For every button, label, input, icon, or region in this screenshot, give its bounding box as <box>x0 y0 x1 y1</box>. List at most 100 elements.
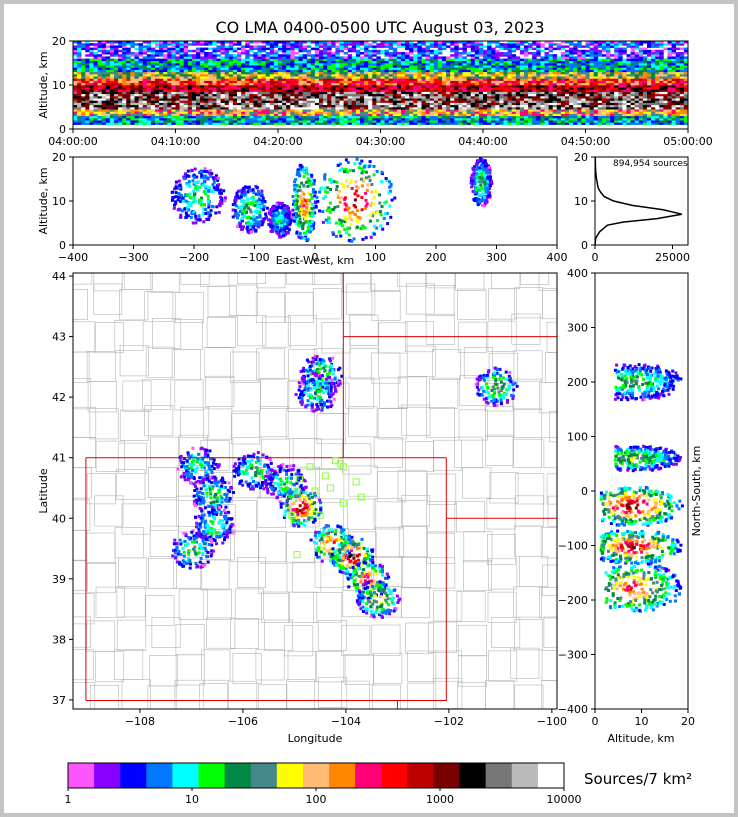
time-height-cell <box>155 63 160 66</box>
time-height-cell <box>294 107 299 110</box>
time-height-cell <box>122 104 127 108</box>
time-height-cell <box>93 52 98 55</box>
time-height-cell <box>126 113 131 117</box>
time-height-cell <box>212 98 217 101</box>
time-height-cell <box>560 56 566 59</box>
time-height-cell <box>429 76 435 79</box>
time-height-cell <box>630 109 635 112</box>
time-height-cell <box>265 96 271 99</box>
time-height-cell <box>577 76 582 79</box>
time-height-cell <box>401 118 406 121</box>
time-height-cell <box>589 69 594 73</box>
time-height-cell <box>392 89 398 92</box>
time-height-cell <box>298 113 303 117</box>
time-height-cell <box>540 113 545 117</box>
time-height-cell <box>339 89 344 92</box>
time-height-cell <box>360 107 365 110</box>
time-height-cell <box>503 89 508 92</box>
time-height-cell <box>355 87 361 90</box>
time-height-cell <box>429 89 435 92</box>
time-height-cell <box>405 120 410 123</box>
time-height-cell <box>290 71 295 75</box>
time-height-cell <box>519 74 525 77</box>
time-height-cell <box>155 80 160 84</box>
time-height-cell <box>122 91 127 95</box>
time-height-cell <box>77 78 82 81</box>
time-height-cell <box>491 82 496 86</box>
time-height-cell <box>622 107 627 110</box>
time-height-cell <box>544 113 549 117</box>
time-height-cell <box>163 76 168 79</box>
time-height-cell <box>204 120 209 123</box>
time-height-cell <box>122 115 127 119</box>
time-height-cell <box>491 113 496 117</box>
time-height-cell <box>73 118 78 121</box>
time-height-cell <box>474 47 480 51</box>
time-height-cell <box>335 89 340 92</box>
time-height-cell <box>507 67 512 70</box>
time-height-cell <box>396 93 402 97</box>
time-height-cell <box>515 109 521 112</box>
time-height-cell <box>232 41 238 44</box>
time-height-cell <box>364 52 369 55</box>
time-height-cell <box>130 60 135 64</box>
time-height-cell <box>335 45 340 48</box>
time-height-cell <box>515 45 521 48</box>
time-height-cell <box>150 74 156 77</box>
time-height-cell <box>499 71 504 75</box>
time-height-cell <box>339 65 344 68</box>
time-height-cell <box>298 54 303 57</box>
time-height-cell <box>466 69 471 73</box>
time-height-cell <box>376 93 381 97</box>
time-height-cell <box>208 82 213 86</box>
time-height-cell <box>171 87 176 90</box>
time-height-cell <box>519 93 525 97</box>
time-height-cell <box>208 118 213 121</box>
time-height-cell <box>503 76 508 79</box>
time-height-cell <box>569 43 574 46</box>
time-height-cell <box>474 49 480 53</box>
time-height-cell <box>150 113 156 117</box>
time-height-cell <box>511 41 517 44</box>
time-height-cell <box>417 45 422 48</box>
time-height-cell <box>503 65 508 68</box>
time-height-cell <box>228 115 234 119</box>
time-height-cell <box>446 109 451 112</box>
time-height-cell <box>191 120 197 123</box>
time-height-cell <box>130 89 135 92</box>
time-height-cell <box>429 60 435 64</box>
time-height-cell <box>85 78 90 81</box>
time-height-cell <box>446 100 451 103</box>
time-height-cell <box>606 56 611 59</box>
time-height-cell <box>626 54 631 57</box>
time-height-cell <box>474 102 480 106</box>
time-height-cell <box>388 80 394 84</box>
time-height-cell <box>487 45 492 48</box>
time-height-cell <box>327 109 332 112</box>
time-height-cell <box>368 85 373 88</box>
time-height-cell <box>142 102 148 106</box>
time-height-cell <box>167 85 172 88</box>
time-height-cell <box>265 71 271 75</box>
time-height-cell <box>97 102 102 106</box>
time-height-cell <box>532 102 537 106</box>
time-height-cell <box>532 120 537 123</box>
time-height-cell <box>433 56 439 59</box>
time-height-cell <box>126 100 131 103</box>
time-height-cell <box>208 52 213 55</box>
time-height-cell <box>597 85 603 88</box>
time-height-cell <box>73 74 78 77</box>
time-height-cell <box>491 76 496 79</box>
time-height-cell <box>425 91 430 95</box>
time-height-cell <box>405 60 410 64</box>
time-height-cell <box>442 89 447 92</box>
time-height-cell <box>142 100 148 103</box>
time-height-cell <box>372 109 377 112</box>
time-height-cell <box>314 43 320 46</box>
time-height-cell <box>450 107 455 110</box>
time-height-cell <box>347 96 353 99</box>
time-height-cell <box>552 76 558 79</box>
time-height-cell <box>556 122 562 125</box>
time-height-cell <box>528 118 533 121</box>
time-height-cell <box>552 107 558 110</box>
